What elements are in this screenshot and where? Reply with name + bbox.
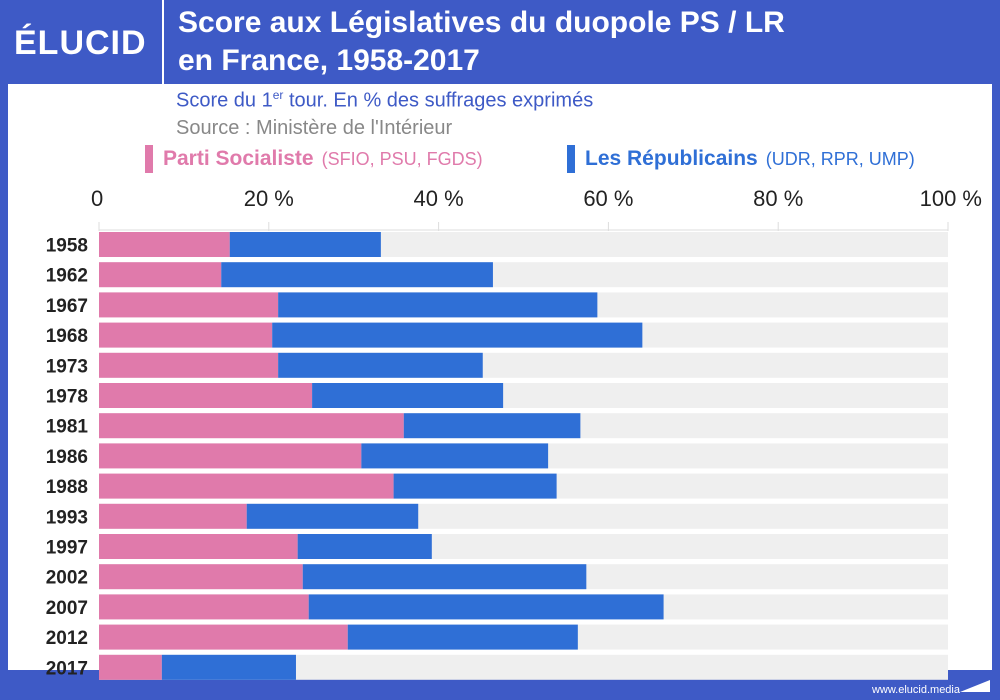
- y-category-label: 1997: [46, 538, 88, 559]
- y-category-label: 2002: [46, 568, 88, 589]
- bar-ps: [99, 322, 273, 348]
- y-category-label: 1978: [46, 387, 88, 408]
- bar-ps: [99, 473, 394, 499]
- bar-lr: [229, 232, 381, 257]
- bar-lr: [221, 262, 493, 288]
- bar-ps: [99, 654, 162, 680]
- x-tick-label: 80 %: [753, 186, 803, 211]
- subtitle-text-2: tour. En % des suffrages exprimés: [283, 89, 594, 112]
- y-category-label: 1986: [46, 447, 88, 468]
- y-category-label: 1967: [46, 296, 88, 317]
- bar-ps: [99, 443, 362, 469]
- bar-ps: [99, 262, 222, 288]
- bar-ps: [99, 292, 279, 318]
- bar-ps: [99, 383, 313, 408]
- subtitle-text: Score du 1: [176, 89, 273, 112]
- x-tick-label: 60 %: [583, 186, 633, 211]
- bar-lr: [308, 594, 664, 620]
- y-category-label: 1993: [46, 507, 88, 528]
- subtitle-sup: er: [272, 88, 284, 102]
- x-tick-label: 100 %: [920, 186, 982, 211]
- bar-ps: [99, 503, 247, 529]
- bar-lr: [278, 352, 483, 378]
- chart-subtitle: Score du 1er tour. En % des suffrages ex…: [176, 88, 593, 113]
- elucid-logo: ÉLUCID: [14, 24, 147, 62]
- footer-url: www.elucid.media: [871, 684, 960, 696]
- bar-lr: [393, 473, 557, 499]
- y-category-label: 1962: [46, 266, 88, 287]
- bar-lr: [403, 413, 581, 439]
- bar-ps: [99, 594, 309, 620]
- y-category-label: 2017: [46, 658, 88, 679]
- y-category-label: 1968: [46, 326, 88, 347]
- bar-lr: [361, 443, 549, 469]
- bar-lr: [297, 534, 432, 559]
- bar-ps: [99, 232, 230, 257]
- bar-lr: [246, 503, 419, 529]
- bar-lr: [161, 654, 296, 680]
- corner-logo-icon: [960, 680, 990, 692]
- x-tick-label: 0: [91, 186, 103, 211]
- legend-swatch-ps: [145, 145, 153, 173]
- bar-ps: [99, 534, 298, 559]
- legend-ps: Parti Socialiste (SFIO, PSU, FGDS): [145, 145, 483, 173]
- y-category-label: 1981: [46, 417, 89, 438]
- legend-label-ps: Parti Socialiste: [163, 147, 314, 170]
- x-tick-label: 20 %: [244, 186, 294, 211]
- chart-title: Score aux Législatives du duopole PS / L…: [178, 4, 978, 80]
- legend-detail-lr: (UDR, RPR, UMP): [765, 148, 915, 169]
- source-note: Source : Ministère de l'Intérieur: [176, 117, 453, 139]
- legend-detail-ps: (SFIO, PSU, FGDS): [321, 148, 483, 169]
- bar-lr: [312, 383, 504, 408]
- legend-swatch-lr: [567, 145, 575, 173]
- x-tick-label: 40 %: [414, 186, 464, 211]
- y-category-label: 1958: [46, 236, 88, 257]
- legend-label-lr: Les Républicains: [585, 147, 758, 170]
- divider: [162, 0, 164, 84]
- y-category-label: 2007: [46, 598, 88, 619]
- bar-ps: [99, 624, 348, 650]
- y-category-label: 1973: [46, 356, 88, 377]
- bar-lr: [302, 564, 587, 590]
- title-line-1: Score aux Législatives du duopole PS / L…: [178, 6, 785, 39]
- header: ÉLUCID Score aux Législatives du duopole…: [0, 0, 1000, 84]
- bar-lr: [347, 624, 578, 650]
- legend-lr: Les Républicains (UDR, RPR, UMP): [567, 145, 915, 173]
- bar-ps: [99, 413, 404, 439]
- bar-ps: [99, 352, 279, 378]
- bar-lr: [278, 292, 598, 318]
- bar-lr: [272, 322, 643, 348]
- y-category-label: 2012: [46, 628, 88, 649]
- bar-ps: [99, 564, 303, 590]
- y-category-label: 1988: [46, 477, 88, 498]
- title-line-2: en France, 1958-2017: [178, 44, 480, 77]
